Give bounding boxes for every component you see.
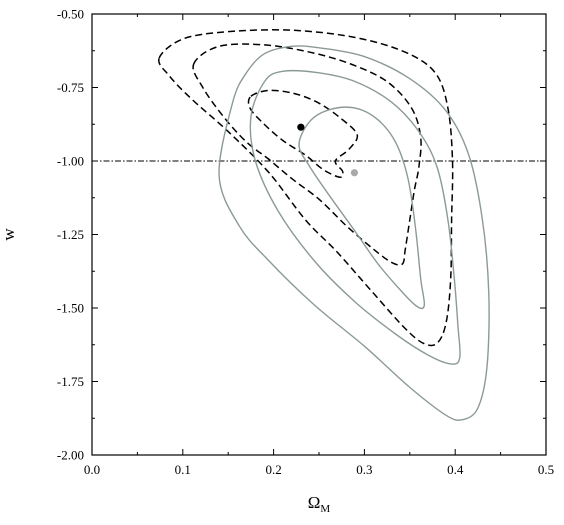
x-tick-label: 0.4 — [447, 462, 464, 477]
solid-contour-1 — [298, 106, 426, 310]
y-tick-label: -2.00 — [57, 448, 84, 463]
solid-contour-3 — [218, 45, 490, 421]
x-tick-label: 0.5 — [538, 462, 554, 477]
best-fit-point-1 — [297, 123, 305, 131]
y-axis-label: w — [0, 228, 18, 241]
y-tick-label: -1.50 — [57, 301, 84, 316]
y-tick-label: -1.75 — [57, 374, 84, 389]
x-tick-label: 0.0 — [84, 462, 100, 477]
x-tick-label: 0.1 — [175, 462, 191, 477]
plot-frame — [91, 13, 547, 456]
y-tick-label: -0.50 — [57, 7, 84, 22]
dashed-contour-3 — [157, 29, 454, 347]
x-tick-label: 0.2 — [265, 462, 281, 477]
best-fit-point-2 — [350, 169, 359, 177]
solid-contour-2 — [249, 70, 461, 365]
dashed-contour-1 — [247, 89, 359, 178]
y-tick-label: -1.00 — [57, 154, 84, 169]
x-axis-label: ΩM — [308, 493, 331, 515]
y-tick-label: -0.75 — [57, 80, 84, 95]
x-tick-label: 0.3 — [356, 462, 372, 477]
y-tick-label: -1.25 — [57, 227, 84, 242]
dashed-contour-2 — [192, 43, 422, 266]
